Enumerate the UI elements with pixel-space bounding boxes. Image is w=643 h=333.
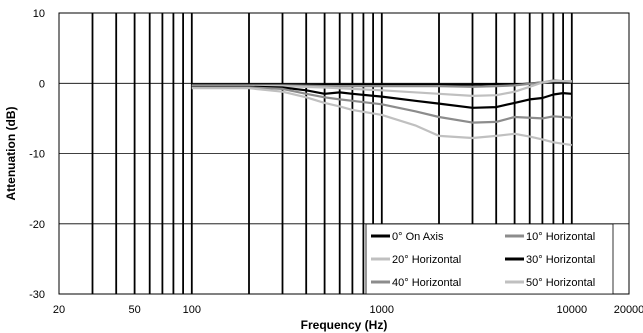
x-axis-title: Frequency (Hz): [301, 318, 388, 332]
y-tick-label: 10: [33, 8, 45, 20]
y-tick-label: -30: [29, 289, 45, 301]
x-tick-label: 50: [128, 304, 140, 316]
legend-box: [365, 223, 614, 295]
y-tick-label: -10: [29, 149, 45, 161]
series-lines: [191, 79, 572, 147]
x-tick-label: 10000: [557, 304, 588, 316]
y-axis-title: Attenuation (dB): [4, 107, 18, 201]
x-tick-label: 100: [183, 304, 201, 316]
series-line-4: [191, 85, 572, 109]
x-tick-label: 20: [53, 304, 65, 316]
legend-label-1: 0° On Axis: [392, 231, 444, 243]
y-tick-label: -20: [29, 219, 45, 231]
legend-label-2: 10° Horizontal: [526, 231, 595, 243]
x-tick-label: 1000: [370, 304, 394, 316]
series-line-5: [191, 86, 572, 124]
y-tick-label: 0: [39, 78, 45, 90]
y-tick-labels: 10 0 -10 -20 -30: [29, 8, 45, 301]
legend: 0° On Axis 10° Horizontal 20° Horizontal 30…: [365, 223, 614, 295]
x-tick-label: 20000: [614, 304, 643, 316]
legend-label-5: 40° Horizontal: [392, 277, 461, 289]
series-line-3: [191, 79, 572, 98]
x-tick-labels: 20 50 100 1000 10000 20000: [53, 304, 643, 316]
legend-label-4: 30° Horizontal: [526, 254, 595, 266]
legend-label-3: 20° Horizontal: [392, 254, 461, 266]
legend-label-6: 50° Horizontal: [526, 277, 595, 289]
series-line-6: [191, 87, 572, 147]
